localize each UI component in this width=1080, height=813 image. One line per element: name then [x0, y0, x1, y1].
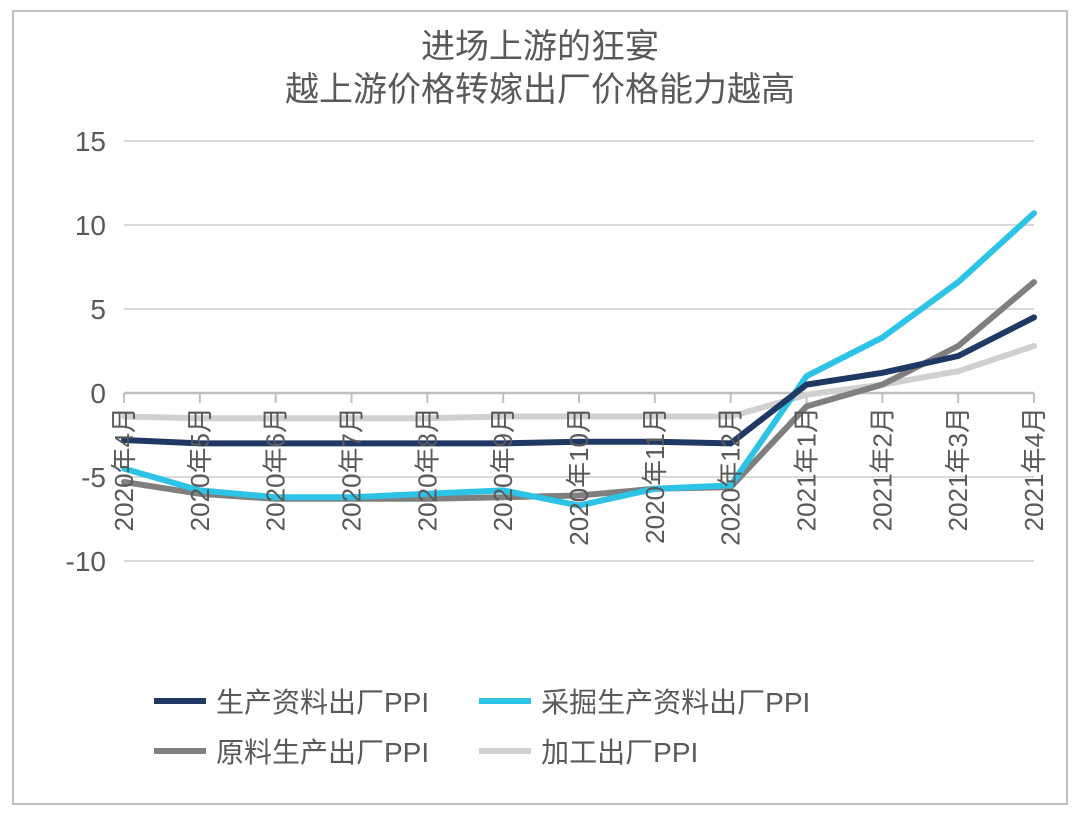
x-tick-label: 2020年4月	[109, 407, 139, 531]
y-tick-label: 5	[90, 294, 106, 325]
legend-label: 原料生产出厂PPI	[216, 731, 429, 771]
x-tick-label: 2021年1月	[792, 407, 822, 531]
chart-legend: 生产资料出厂PPI 采掘生产资料出厂PPI 原料生产出厂PPI 加工出厂PPI	[14, 671, 1066, 771]
chart-title-line2: 越上游价格转嫁出厂价格能力越高	[14, 69, 1066, 112]
y-tick-label: 15	[75, 126, 106, 157]
chart-title: 进场上游的狂宴 越上游价格转嫁出厂价格能力越高	[14, 12, 1066, 111]
x-tick-label: 2020年12月	[716, 407, 746, 546]
y-tick-label: 0	[90, 378, 106, 409]
legend-label: 生产资料出厂PPI	[216, 681, 429, 721]
legend-label: 采掘生产资料出厂PPI	[541, 681, 810, 721]
x-tick-label: 2021年3月	[943, 407, 973, 531]
legend-swatch	[154, 698, 206, 704]
x-tick-label: 2021年4月	[1019, 407, 1049, 531]
x-tick-label: 2020年8月	[412, 407, 442, 531]
x-tick-label: 2020年11月	[640, 407, 670, 544]
line-chart: -10 -5 0 5 10 15 2020年4月 2020年5月 2020年6月 2020年7月 2…	[14, 111, 1066, 671]
chart-title-line1: 进场上游的狂宴	[14, 26, 1066, 69]
legend-swatch	[479, 698, 531, 704]
legend-item-production_materials_ppi: 生产资料出厂PPI	[154, 681, 429, 721]
y-tick-label: -5	[81, 462, 106, 493]
y-tick-label: -10	[66, 546, 106, 577]
legend-label: 加工出厂PPI	[541, 731, 698, 771]
y-tick-label: 10	[75, 210, 106, 241]
legend-item-raw_materials_ppi: 原料生产出厂PPI	[154, 731, 429, 771]
x-tick-label: 2020年5月	[185, 407, 215, 531]
x-tick-label: 2020年7月	[337, 407, 367, 531]
legend-swatch	[479, 748, 531, 754]
legend-swatch	[154, 748, 206, 754]
legend-item-processing_ppi: 加工出厂PPI	[479, 731, 698, 771]
x-tick-label: 2020年6月	[261, 407, 291, 531]
x-tick-label: 2021年2月	[867, 407, 897, 531]
legend-item-mining_ppi: 采掘生产资料出厂PPI	[479, 681, 810, 721]
x-tick-label: 2020年9月	[488, 407, 518, 531]
chart-frame: 进场上游的狂宴 越上游价格转嫁出厂价格能力越高 -10 -5 0 5 10 15 2020年…	[12, 10, 1068, 805]
x-tick-label: 2020年10月	[564, 407, 594, 546]
